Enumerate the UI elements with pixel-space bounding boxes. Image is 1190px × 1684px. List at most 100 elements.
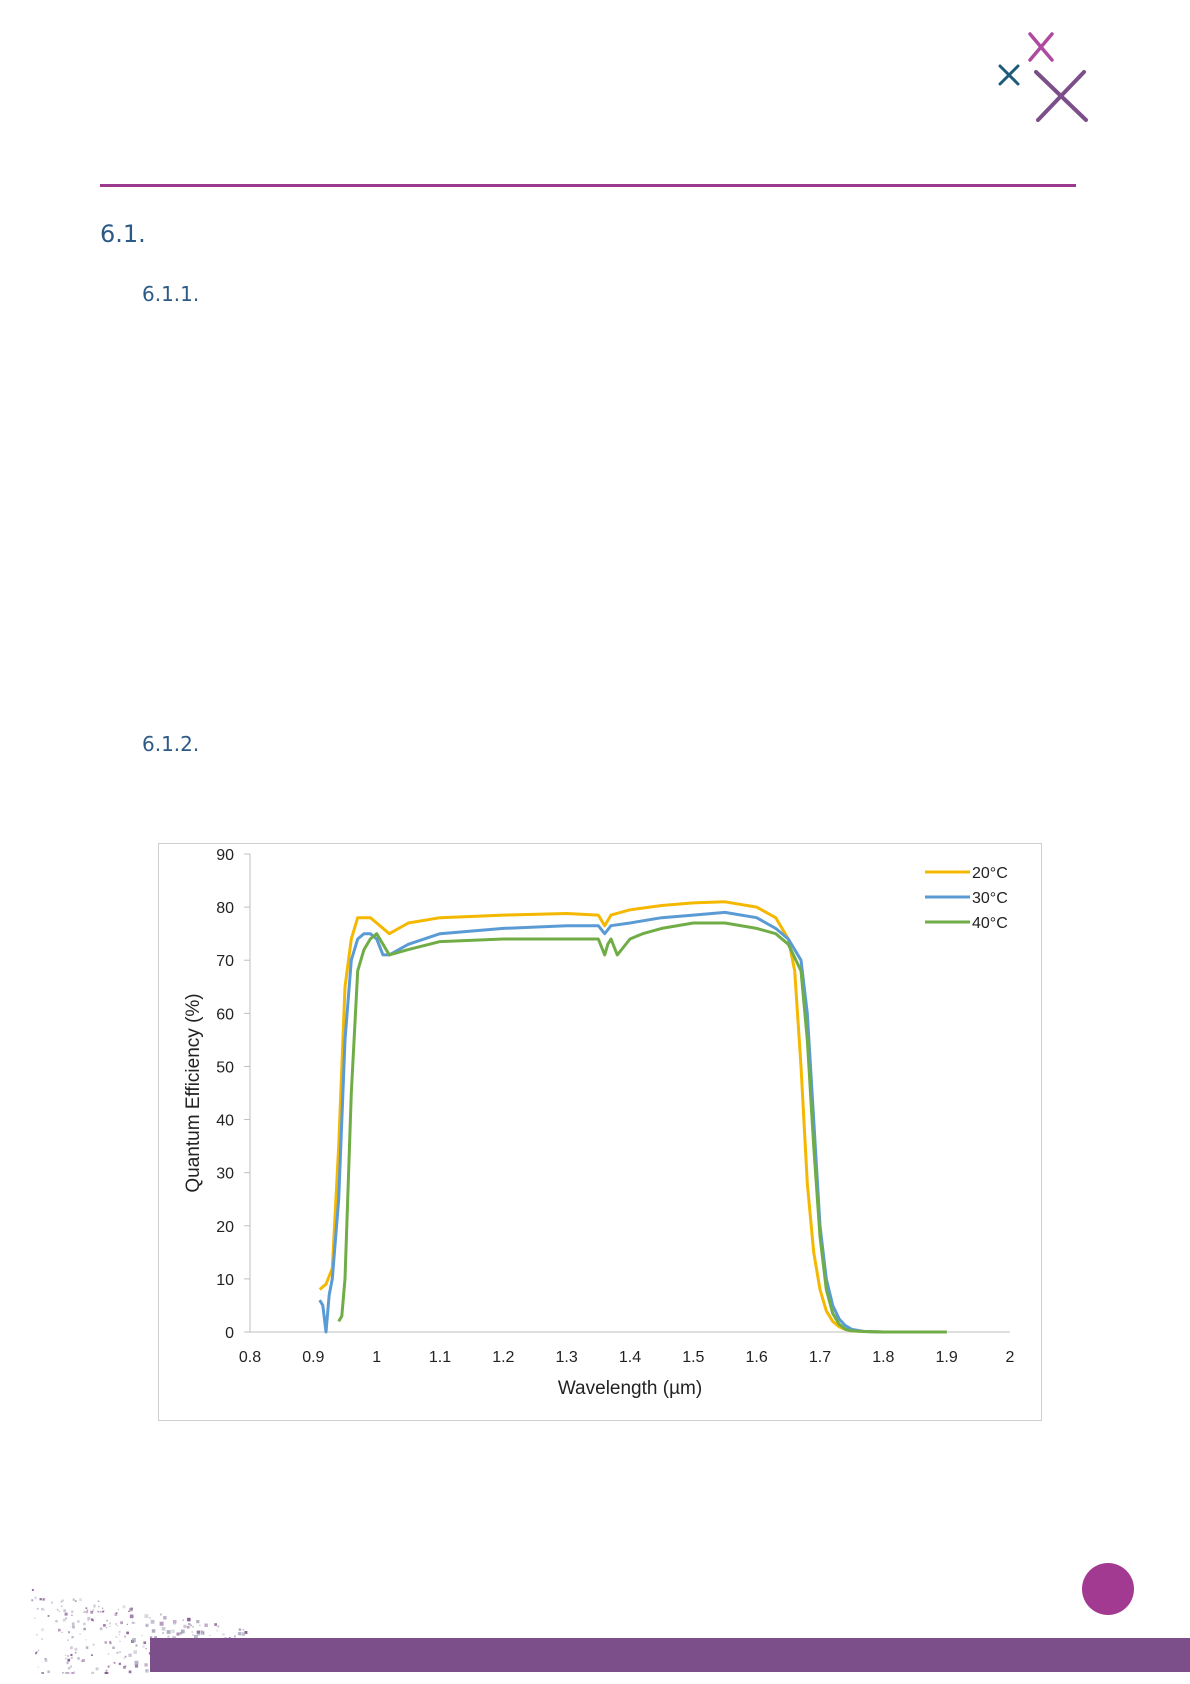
spray-pixel [209,1634,211,1636]
spray-pixel [79,1633,81,1635]
spray-pixel [98,1605,100,1608]
spray-pixel [104,1641,107,1644]
x-tick-label: 1.4 [619,1349,641,1366]
spray-pixel [163,1616,167,1620]
spray-pixel [56,1608,58,1610]
spray-pixel [187,1617,191,1622]
spray-pixel [113,1661,116,1664]
spray-pixel [145,1624,148,1627]
legend-label: 30°C [972,890,1008,907]
spray-pixel [67,1654,70,1657]
spray-pixel [216,1629,219,1632]
spray-pixel [70,1656,73,1659]
spray-pixel [192,1625,194,1628]
spray-pixel [85,1610,89,1614]
spray-pixel [122,1605,126,1609]
spray-pixel [192,1634,194,1636]
spray-pixel [64,1617,68,1620]
spray-pixel [79,1598,82,1602]
y-tick-label: 10 [216,1272,234,1289]
series-layer [318,900,947,1334]
spray-pixel [95,1667,99,1671]
spray-pixel [70,1665,72,1668]
chart-canvas: 0 10 20 30 40 50 60 70 80 90 0.8 0.9 1 1.1 1.2 1.3 1.4 1.… [183,847,1015,1399]
spray-pixel [149,1636,153,1639]
y-tick-label: 30 [216,1166,234,1183]
spray-pixel [92,1610,94,1612]
x-tick-label: 1.8 [872,1349,894,1366]
spray-pixel [130,1607,134,1611]
legend-layer: 20°C 30°C 40°C [925,865,1008,932]
spray-pixel [123,1666,126,1669]
spray-pixel [77,1620,80,1623]
spray-pixel [228,1636,231,1639]
spray-pixel [31,1589,34,1591]
spray-pixel [93,1606,96,1608]
spray-pixel [61,1599,64,1602]
spray-pixel [129,1614,134,1619]
spray-pixel [63,1609,66,1612]
spray-pixel [36,1607,39,1610]
spray-pixel [35,1651,38,1653]
spray-pixel [72,1625,75,1629]
spray-pixel [143,1641,147,1645]
subsection-heading-2: 6.1.2. [142,732,200,756]
x-tick-label: 1.1 [429,1349,451,1366]
spray-pixel [67,1667,71,1670]
spray-pixel [55,1620,58,1623]
spray-pixel [74,1600,77,1602]
spray-pixel [131,1621,134,1624]
spray-pixel [85,1639,87,1641]
spray-pixel [91,1671,95,1674]
x-tick-label: 1 [372,1349,381,1366]
spray-pixel [161,1626,166,1631]
spray-pixel [145,1669,149,1673]
spray-pixel [31,1599,34,1602]
spray-pixel [173,1622,176,1626]
spray-pixel [117,1608,119,1611]
brand-logo [998,32,1088,122]
axes-layer: 0 10 20 30 40 50 60 70 80 90 0.8 0.9 1 1.1 1.2 1.3 1.4 1.… [216,847,1014,1366]
x-axis-title: Wavelength (µm) [558,1378,702,1399]
spray-pixel [83,1622,86,1626]
spray-pixel [65,1657,67,1660]
spray-pixel [124,1635,126,1638]
x-tick-label: 1.7 [809,1349,831,1366]
spray-pixel [85,1646,89,1649]
y-tick-label: 20 [216,1219,234,1236]
spray-pixel [197,1632,200,1636]
spray-pixel [171,1629,175,1633]
logo-medium-cross-b [1028,32,1054,62]
spray-pixel [244,1631,248,1634]
spray-pixel [109,1626,111,1628]
spray-pixel [56,1609,59,1611]
spray-pixel [145,1623,149,1627]
spray-pixel [97,1600,100,1602]
spray-pixel [91,1654,93,1656]
spray-pixel [83,1610,86,1613]
spray-pixel [74,1647,78,1651]
spray-pixel [67,1658,71,1662]
spray-pixel [151,1629,156,1633]
spray-pixel [71,1610,74,1613]
spray-pixel [141,1634,143,1637]
spray-pixel [92,1643,95,1646]
spray-pixel [128,1610,130,1612]
spray-pixel [241,1632,246,1636]
spray-pixel [180,1629,185,1634]
spray-pixel [37,1666,39,1668]
spray-pixel [92,1609,95,1611]
spray-pixel [134,1664,139,1668]
spray-pixel [150,1619,155,1624]
y-tick-label: 40 [216,1113,234,1130]
x-tick-label: 0.9 [302,1349,324,1366]
spray-pixel [128,1670,132,1674]
spray-pixel [124,1655,127,1658]
spray-pixel [70,1653,73,1656]
spray-pixel [132,1638,136,1642]
spray-pixel [62,1618,66,1622]
legend-label: 40°C [972,915,1008,932]
spray-pixel [109,1641,111,1643]
spray-pixel [119,1651,121,1654]
spray-pixel [71,1672,75,1674]
